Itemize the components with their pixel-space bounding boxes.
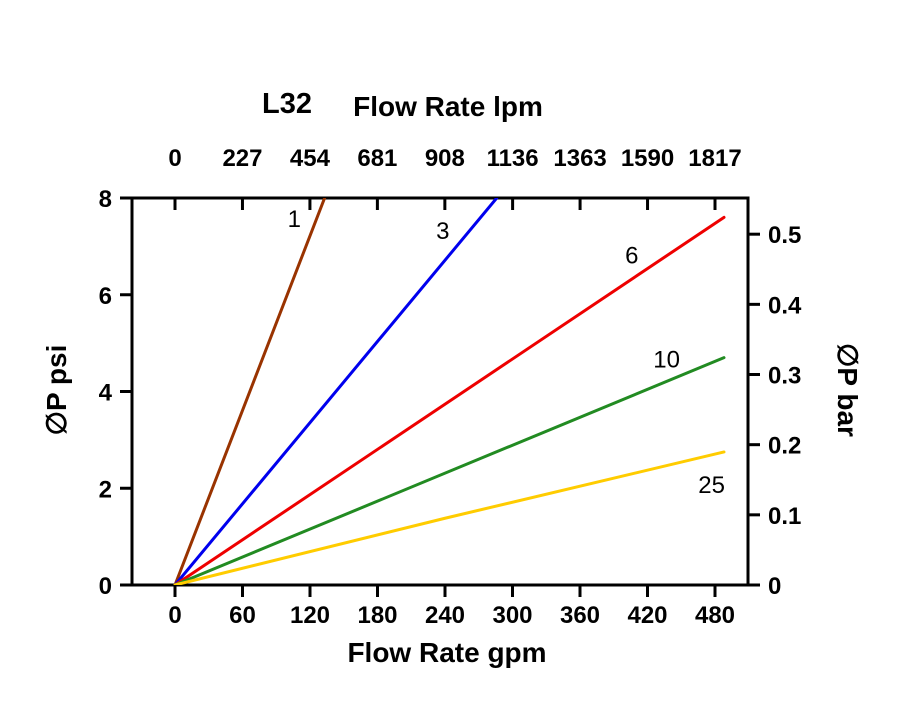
y2-tick-label: 0.1 bbox=[768, 503, 801, 530]
y2-tick-label: 0.5 bbox=[768, 222, 801, 249]
x-tick-label: 300 bbox=[492, 602, 532, 629]
series-label-6: 6 bbox=[625, 242, 638, 269]
y-tick-label: 8 bbox=[99, 186, 112, 213]
left-axis-title: ∅P psi bbox=[41, 345, 72, 436]
bottom-axis-title: Flow Rate gpm bbox=[347, 637, 546, 668]
y-tick-label: 0 bbox=[99, 573, 112, 600]
top-axis-title: Flow Rate lpm bbox=[353, 91, 543, 122]
model-label: L32 bbox=[262, 88, 312, 120]
x2-tick-label: 1817 bbox=[688, 145, 741, 172]
x2-tick-label: 1590 bbox=[621, 145, 674, 172]
x-tick-label: 180 bbox=[357, 602, 397, 629]
series-line-10 bbox=[173, 356, 726, 585]
y2-tick-label: 0.3 bbox=[768, 363, 801, 390]
x2-tick-label: 1363 bbox=[553, 145, 606, 172]
y2-tick-label: 0 bbox=[768, 573, 781, 600]
y2-tick-label: 0.2 bbox=[768, 433, 801, 460]
y-tick-label: 2 bbox=[99, 476, 112, 503]
series-label-25: 25 bbox=[698, 472, 725, 499]
x2-tick-label: 1136 bbox=[487, 145, 539, 172]
y2-tick-label: 0.4 bbox=[768, 292, 802, 319]
series-label-1: 1 bbox=[288, 206, 301, 233]
x2-tick-label: 454 bbox=[290, 145, 331, 172]
series-line-6 bbox=[173, 215, 726, 585]
x2-tick-label: 681 bbox=[357, 145, 397, 172]
series-line-25 bbox=[173, 450, 726, 585]
y-tick-label: 6 bbox=[99, 283, 112, 310]
series-line-3 bbox=[173, 198, 499, 585]
x-tick-label: 240 bbox=[425, 602, 465, 629]
x-tick-label: 60 bbox=[229, 602, 256, 629]
x-tick-label: 480 bbox=[695, 602, 735, 629]
x2-tick-label: 908 bbox=[425, 145, 465, 172]
y-tick-label: 4 bbox=[99, 380, 113, 407]
series-label-10: 10 bbox=[653, 346, 680, 373]
series-line-1 bbox=[173, 198, 327, 585]
x2-tick-label: 0 bbox=[168, 145, 181, 172]
x2-tick-label: 227 bbox=[222, 145, 262, 172]
x-tick-label: 0 bbox=[168, 602, 181, 629]
x-tick-label: 360 bbox=[560, 602, 600, 629]
x-tick-label: 420 bbox=[627, 602, 667, 629]
right-axis-title: ∅P bar bbox=[832, 343, 863, 437]
x-tick-label: 120 bbox=[290, 602, 330, 629]
series-label-3: 3 bbox=[436, 218, 449, 245]
